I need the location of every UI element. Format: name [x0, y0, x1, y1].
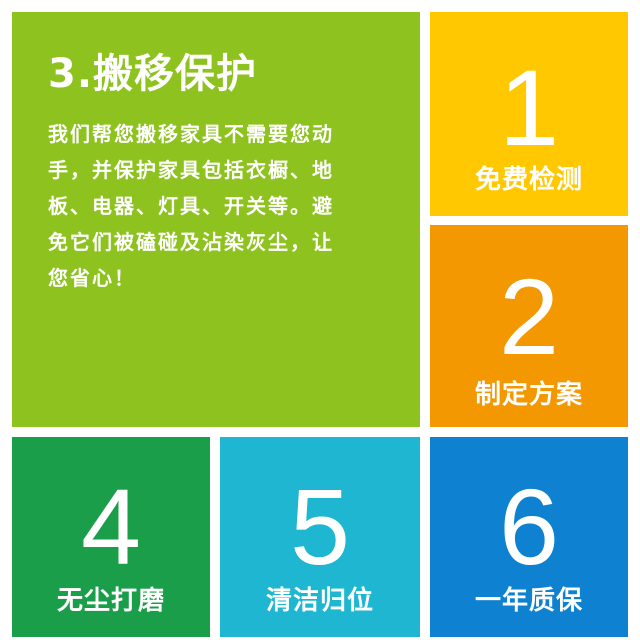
- service-tile-main: 3.搬移保护 我们帮您搬移家具不需要您动 手，并保护家具包括衣橱、地 板、电器、…: [12, 12, 420, 427]
- description-line: 我们帮您搬移家具不需要您动: [48, 122, 334, 146]
- step-tile-2: 2 制定方案: [430, 225, 628, 427]
- service-heading: 3.搬移保护: [48, 51, 258, 97]
- description-line: 板、电器、灯具、开关等。避: [48, 194, 334, 218]
- step-label: 制定方案: [474, 380, 583, 410]
- step-label: 一年质保: [474, 586, 583, 616]
- step-tile-6: 6 一年质保: [430, 437, 628, 637]
- description-line: 您省心！: [48, 266, 136, 290]
- step-tile-4: 4 无尘打磨: [12, 437, 210, 637]
- step-label: 免费检测: [474, 165, 583, 195]
- step-number: 2: [498, 256, 560, 377]
- service-description: 我们帮您搬移家具不需要您动 手，并保护家具包括衣橱、地 板、电器、灯具、开关等。…: [48, 116, 396, 296]
- step-tile-1: 1 免费检测: [430, 12, 628, 216]
- step-number: 4: [80, 466, 142, 587]
- step-number: 5: [289, 466, 351, 587]
- step-number: 1: [498, 47, 560, 168]
- step-label: 清洁归位: [265, 586, 374, 616]
- step-number: 6: [498, 466, 560, 587]
- description-line: 手，并保护家具包括衣橱、地: [48, 158, 334, 182]
- step-label: 无尘打磨: [56, 586, 165, 616]
- description-line: 免它们被磕碰及沾染灰尘，让: [48, 230, 334, 254]
- step-tile-5: 5 清洁归位: [220, 437, 420, 637]
